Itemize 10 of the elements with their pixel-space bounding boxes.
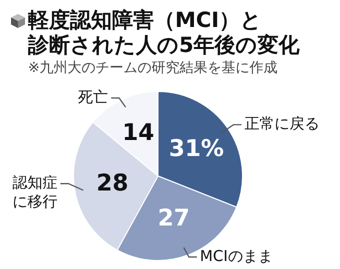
slice-label: MCIのまま [200,246,273,265]
slice-label: 正常に戻る [244,114,320,133]
data-label: 14 [122,120,154,146]
chart-title: 軽度認知障害（MCI）と診断された人の5年後の変化 [26,8,300,58]
data-label: 27 [158,206,190,232]
chart-subtitle: ※九州大のチームの研究結果を基に作成 [27,59,279,77]
data-label: 31% [168,136,224,162]
slice-label: 認知症に移行 [12,173,58,210]
data-label: 28 [96,170,128,197]
slice-label: 死亡 [78,88,108,106]
